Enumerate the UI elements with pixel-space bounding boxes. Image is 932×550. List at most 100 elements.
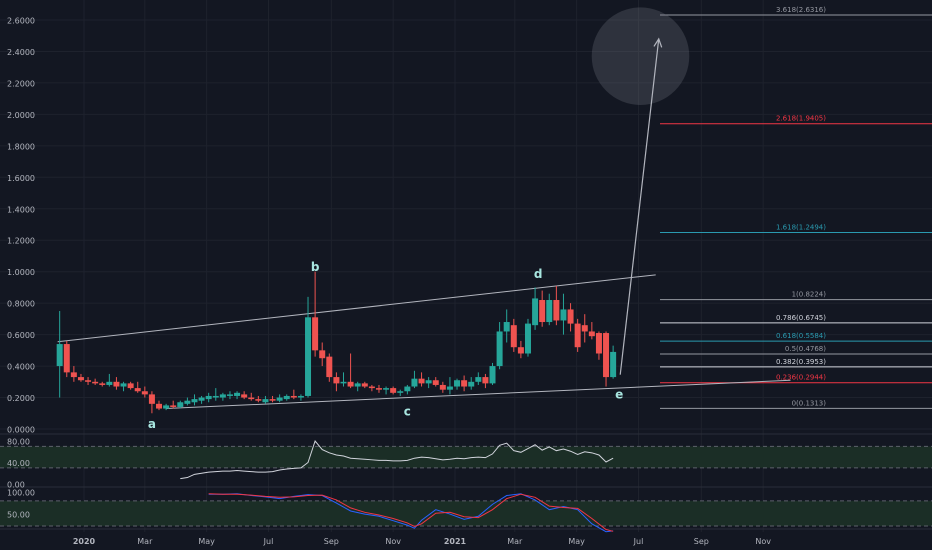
projection-arrow-head[interactable] <box>653 37 663 48</box>
candle-body <box>461 380 468 387</box>
fib-level-label: 0(0.1313) <box>792 399 827 407</box>
candle-body <box>262 399 269 403</box>
candle-body <box>347 381 354 387</box>
fib-level-label: 0.382(0.3953) <box>776 358 826 366</box>
candle-body <box>70 372 77 378</box>
candle-body <box>241 394 248 398</box>
candle-body <box>198 397 205 401</box>
candle-body <box>567 309 574 324</box>
candle-body <box>191 399 198 403</box>
fib-level-label: 0.236(0.2944) <box>776 374 826 382</box>
candle-body <box>404 386 411 392</box>
fib-level-label: 0.786(0.6745) <box>776 314 826 322</box>
candle-body <box>312 317 319 351</box>
axes: 2.6000 2.4000 2.2000 2.0000 1.8000 1.6000 1.40… <box>7 17 771 547</box>
stoch-d-line <box>208 493 614 532</box>
candle-body <box>432 380 439 385</box>
rsi-tick-label: 0.00 <box>7 481 25 490</box>
time-tick-label: Jul <box>263 537 274 546</box>
stoch-pane: 100.00 50.00 <box>0 489 932 533</box>
candle-body <box>219 394 226 398</box>
candle-body <box>283 395 290 400</box>
price-tick-label: 2.6000 <box>7 17 35 26</box>
wave-label-b: b <box>311 260 320 274</box>
projection-arrow-line[interactable] <box>619 38 660 375</box>
candle-body <box>333 377 340 384</box>
candle-body <box>489 366 496 384</box>
candle-body <box>361 383 368 387</box>
candle-body <box>297 395 304 398</box>
time-tick-label: Mar <box>507 537 523 546</box>
time-tick-label: 2021 <box>444 537 467 546</box>
candle-body <box>524 323 531 354</box>
candle-body <box>532 298 539 326</box>
price-tick-label: 2.4000 <box>7 48 35 57</box>
rsi-tick-label: 80.00 <box>7 438 30 447</box>
candle-body <box>446 386 453 390</box>
candle-body <box>390 388 397 393</box>
candle-body <box>517 347 524 354</box>
price-tick-label: 2.2000 <box>7 79 35 88</box>
fib-level-label: 0.618(0.5584) <box>776 332 826 340</box>
wave-label-c: c <box>404 405 411 419</box>
candle-body <box>603 333 610 378</box>
candle-body <box>113 381 120 387</box>
candle-body <box>106 381 113 385</box>
time-tick-label: Nov <box>385 537 401 546</box>
candle-body <box>248 397 255 400</box>
candle-body <box>411 378 418 387</box>
candle-body <box>170 405 177 407</box>
candle-body <box>482 377 489 384</box>
fib-level-label: 1.618(1.2494) <box>776 223 826 231</box>
time-tick-label: Sep <box>694 537 709 546</box>
fib-level-label: 1(0.8224) <box>792 291 827 299</box>
stoch-band <box>0 500 932 526</box>
trendline[interactable] <box>166 379 791 410</box>
price-tick-label: 1.0000 <box>7 268 35 277</box>
time-tick-label: Mar <box>137 537 153 546</box>
candle-body <box>354 383 361 387</box>
candle-body <box>340 381 347 384</box>
candle-body <box>383 388 390 390</box>
candle-body <box>56 344 63 367</box>
wave-label-a: a <box>148 417 156 431</box>
fib-levels[interactable]: 3.618(2.6316) 2.618(1.9405) 1.618(1.2494) 1… <box>660 6 932 409</box>
candle-body <box>234 392 241 396</box>
candle-body <box>127 383 134 389</box>
candle-body <box>553 300 560 321</box>
wave-label-e: e <box>615 387 623 401</box>
fib-level-label: 2.618(1.9405) <box>776 115 826 123</box>
candle-body <box>546 300 553 323</box>
rsi-tick-label: 40.00 <box>7 459 30 468</box>
candle-body <box>269 399 276 401</box>
candle-body <box>581 325 588 332</box>
candle-body <box>77 377 84 381</box>
candle-body <box>148 394 155 404</box>
candle-body <box>205 395 212 400</box>
price-tick-label: 1.4000 <box>7 205 35 214</box>
stoch-tick-label: 100.00 <box>7 489 35 498</box>
price-tick-label: 2.0000 <box>7 111 35 120</box>
candle-body <box>496 331 503 367</box>
candle-body <box>85 380 92 382</box>
annotations[interactable]: a b c d e <box>148 7 690 431</box>
candle-body <box>425 380 432 384</box>
candle-body <box>212 395 219 398</box>
candle-body <box>610 351 617 378</box>
candle-body <box>92 381 99 384</box>
price-tick-label: 0.0000 <box>7 426 35 435</box>
candle-body <box>326 356 333 378</box>
candle-body <box>503 322 510 332</box>
candle-body <box>560 309 567 321</box>
grid-layer <box>0 0 932 532</box>
price-tick-label: 0.4000 <box>7 363 35 372</box>
price-tick-label: 0.2000 <box>7 394 35 403</box>
target-circle[interactable] <box>591 7 690 105</box>
price-tick-label: 1.6000 <box>7 174 35 183</box>
price-tick-label: 1.8000 <box>7 142 35 151</box>
time-tick-label: May <box>198 537 215 546</box>
candle-body <box>255 399 262 401</box>
candle-body <box>375 388 382 390</box>
rsi-pane: 80.00 40.00 0.00 <box>0 438 932 490</box>
